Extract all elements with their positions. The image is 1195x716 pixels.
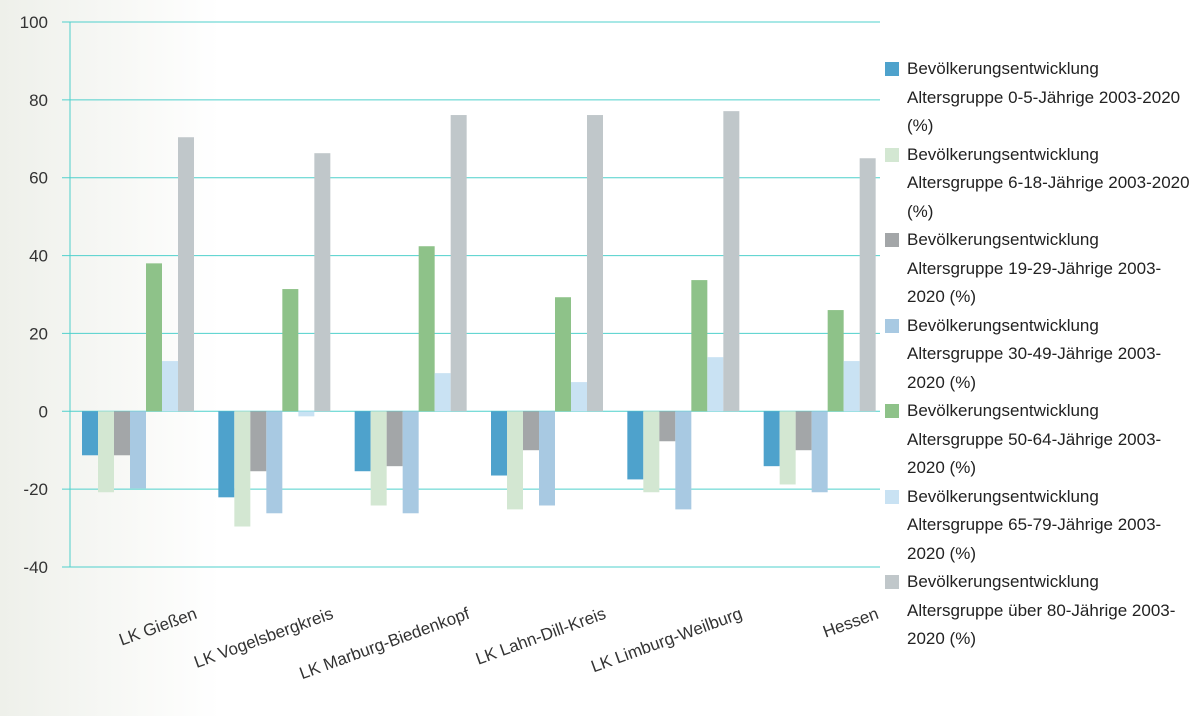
- bar: [659, 411, 675, 441]
- legend-swatch: [885, 148, 899, 162]
- bar: [419, 246, 435, 411]
- bar: [491, 411, 507, 475]
- bar: [675, 411, 691, 509]
- bar: [130, 411, 146, 488]
- bar: [844, 361, 860, 411]
- legend: Bevölkerungsentwicklung Altersgruppe 0-5…: [885, 55, 1190, 654]
- legend-label: Bevölkerungsentwicklung Altersgruppe übe…: [907, 572, 1175, 648]
- bar: [82, 411, 98, 455]
- legend-item: Bevölkerungsentwicklung Altersgruppe 50-…: [885, 397, 1190, 483]
- legend-swatch: [885, 62, 899, 76]
- legend-label: Bevölkerungsentwicklung Altersgruppe 0-5…: [907, 59, 1180, 135]
- bar: [539, 411, 555, 505]
- legend-item: Bevölkerungsentwicklung Altersgruppe 65-…: [885, 483, 1190, 569]
- bar: [587, 115, 603, 411]
- bar: [860, 158, 876, 411]
- legend-label: Bevölkerungsentwicklung Altersgruppe 6-1…: [907, 145, 1190, 221]
- y-tick-label: 0: [39, 402, 48, 421]
- bar: [523, 411, 539, 450]
- bar: [146, 263, 162, 411]
- bar: [643, 411, 659, 492]
- bar: [764, 411, 780, 466]
- page: -40-20020406080100LK GießenLK Vogelsberg…: [0, 0, 1195, 716]
- bar: [314, 153, 330, 411]
- bar: [178, 137, 194, 411]
- bar: [234, 411, 250, 526]
- bar: [114, 411, 130, 455]
- bar: [507, 411, 523, 509]
- bar: [723, 111, 739, 411]
- bar: [250, 411, 266, 471]
- bar: [828, 310, 844, 411]
- bar: [162, 361, 178, 411]
- bar: [780, 411, 796, 484]
- x-tick-label: LK Limburg-Weilburg: [588, 604, 744, 676]
- bar: [555, 297, 571, 411]
- legend-swatch: [885, 575, 899, 589]
- legend-item: Bevölkerungsentwicklung Altersgruppe 19-…: [885, 226, 1190, 312]
- legend-label: Bevölkerungsentwicklung Altersgruppe 19-…: [907, 230, 1161, 306]
- bar: [218, 411, 234, 497]
- legend-label: Bevölkerungsentwicklung Altersgruppe 65-…: [907, 487, 1161, 563]
- y-tick-label: 40: [29, 247, 48, 266]
- legend-item: Bevölkerungsentwicklung Altersgruppe übe…: [885, 568, 1190, 654]
- bar: [435, 373, 451, 411]
- legend-swatch: [885, 404, 899, 418]
- y-tick-label: 20: [29, 324, 48, 343]
- bar: [355, 411, 371, 471]
- legend-item: Bevölkerungsentwicklung Altersgruppe 30-…: [885, 312, 1190, 398]
- y-tick-label: 60: [29, 169, 48, 188]
- y-tick-label: 80: [29, 91, 48, 110]
- x-tick-label: LK Gießen: [117, 604, 200, 650]
- x-tick-label: Hessen: [820, 604, 880, 642]
- bar: [812, 411, 828, 492]
- y-tick-label: 100: [20, 13, 48, 32]
- legend-swatch: [885, 319, 899, 333]
- bar: [796, 411, 812, 450]
- legend-label: Bevölkerungsentwicklung Altersgruppe 30-…: [907, 316, 1161, 392]
- y-tick-label: -40: [23, 558, 48, 577]
- bar: [371, 411, 387, 505]
- y-tick-label: -20: [23, 480, 48, 499]
- bar: [98, 411, 114, 492]
- bar: [707, 357, 723, 411]
- legend-item: Bevölkerungsentwicklung Altersgruppe 6-1…: [885, 141, 1190, 227]
- legend-swatch: [885, 490, 899, 504]
- bar: [266, 411, 282, 513]
- legend-swatch: [885, 233, 899, 247]
- legend-label: Bevölkerungsentwicklung Altersgruppe 50-…: [907, 401, 1161, 477]
- bar: [298, 411, 314, 416]
- bar: [403, 411, 419, 513]
- bar: [387, 411, 403, 466]
- bar: [571, 382, 587, 411]
- bar: [451, 115, 467, 411]
- bar: [627, 411, 643, 479]
- legend-item: Bevölkerungsentwicklung Altersgruppe 0-5…: [885, 55, 1190, 141]
- bar: [282, 289, 298, 411]
- bar: [691, 280, 707, 411]
